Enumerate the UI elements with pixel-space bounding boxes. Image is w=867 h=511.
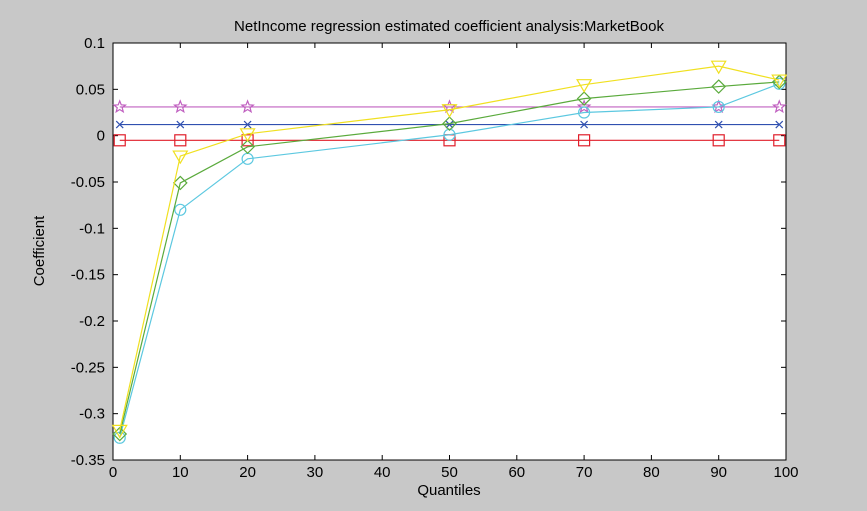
x-tick-label: 100 [773, 464, 798, 481]
x-tick-label: 10 [172, 464, 189, 481]
square-marker [577, 134, 591, 147]
y-tick-label: -0.3 [79, 406, 105, 423]
triangle-marker [771, 74, 788, 89]
y-axis-label: Coefficient [31, 215, 48, 286]
series-triangle [111, 60, 788, 439]
circle-marker [773, 77, 786, 90]
square-marker [113, 134, 126, 147]
series-line [119, 81, 780, 435]
square-marker [712, 134, 725, 147]
triangle-marker [172, 150, 189, 165]
y-axis-ticks: 0.1 0.05 0 -0.05 -0.1 -0.15 -0.2 -0.25 -0.3 -0.35 [71, 35, 786, 469]
series-x [115, 120, 784, 129]
x-axis-label: Quantiles [417, 482, 480, 499]
x-marker [775, 120, 784, 129]
x-tick-label: 0 [109, 464, 117, 481]
x-marker [714, 120, 723, 129]
star-marker [576, 99, 592, 114]
triangle-marker [111, 424, 128, 439]
y-tick-label: 0 [97, 128, 105, 145]
diamond-marker [711, 79, 727, 94]
y-tick-label: -0.35 [71, 452, 105, 469]
triangle-marker [576, 79, 593, 93]
x-marker [115, 120, 124, 129]
star-marker [173, 99, 188, 114]
series-line [119, 83, 780, 438]
circle-marker [577, 106, 591, 119]
x-marker [580, 120, 589, 129]
x-marker [243, 120, 252, 129]
circle-marker [174, 203, 187, 216]
circle-marker [712, 100, 725, 114]
square-marker [174, 134, 187, 147]
diamond-marker [172, 175, 188, 191]
x-tick-label: 50 [441, 464, 458, 481]
diamond-marker [240, 139, 255, 155]
y-tick-label: 0.1 [84, 35, 105, 52]
y-tick-label: -0.2 [79, 313, 105, 330]
x-tick-label: 40 [374, 464, 391, 481]
series-layer [111, 60, 788, 444]
x-tick-label: 60 [508, 464, 525, 481]
y-tick-label: -0.25 [71, 359, 105, 376]
star-marker [240, 99, 255, 114]
series-diamond [112, 74, 787, 442]
x-marker [445, 120, 454, 129]
x-tick-label: 30 [307, 464, 324, 481]
triangle-marker [441, 104, 458, 118]
chart-title: NetIncome regression estimated coefficie… [234, 18, 664, 35]
x-axis-ticks: 0 10 20 30 40 50 60 70 80 90 100 [109, 43, 799, 481]
triangle-marker [710, 60, 727, 75]
x-tick-label: 90 [710, 464, 727, 481]
series-line [119, 65, 780, 431]
x-marker [176, 120, 185, 129]
x-tick-label: 20 [239, 464, 256, 481]
x-tick-label: 70 [576, 464, 593, 481]
diamond-marker [442, 116, 457, 131]
diamond-marker [576, 91, 592, 106]
x-tick-label: 80 [643, 464, 660, 481]
diamond-marker [112, 426, 128, 442]
y-tick-label: -0.15 [71, 267, 105, 284]
star-marker [771, 99, 787, 114]
plot-area [112, 42, 787, 461]
y-tick-label: -0.1 [79, 220, 105, 237]
square-marker [773, 134, 786, 147]
y-tick-label: 0.05 [76, 81, 105, 98]
triangle-marker [239, 128, 256, 143]
square-marker [241, 134, 254, 147]
y-tick-label: -0.05 [71, 174, 105, 191]
circle-marker [443, 128, 456, 141]
star-marker [112, 99, 128, 114]
